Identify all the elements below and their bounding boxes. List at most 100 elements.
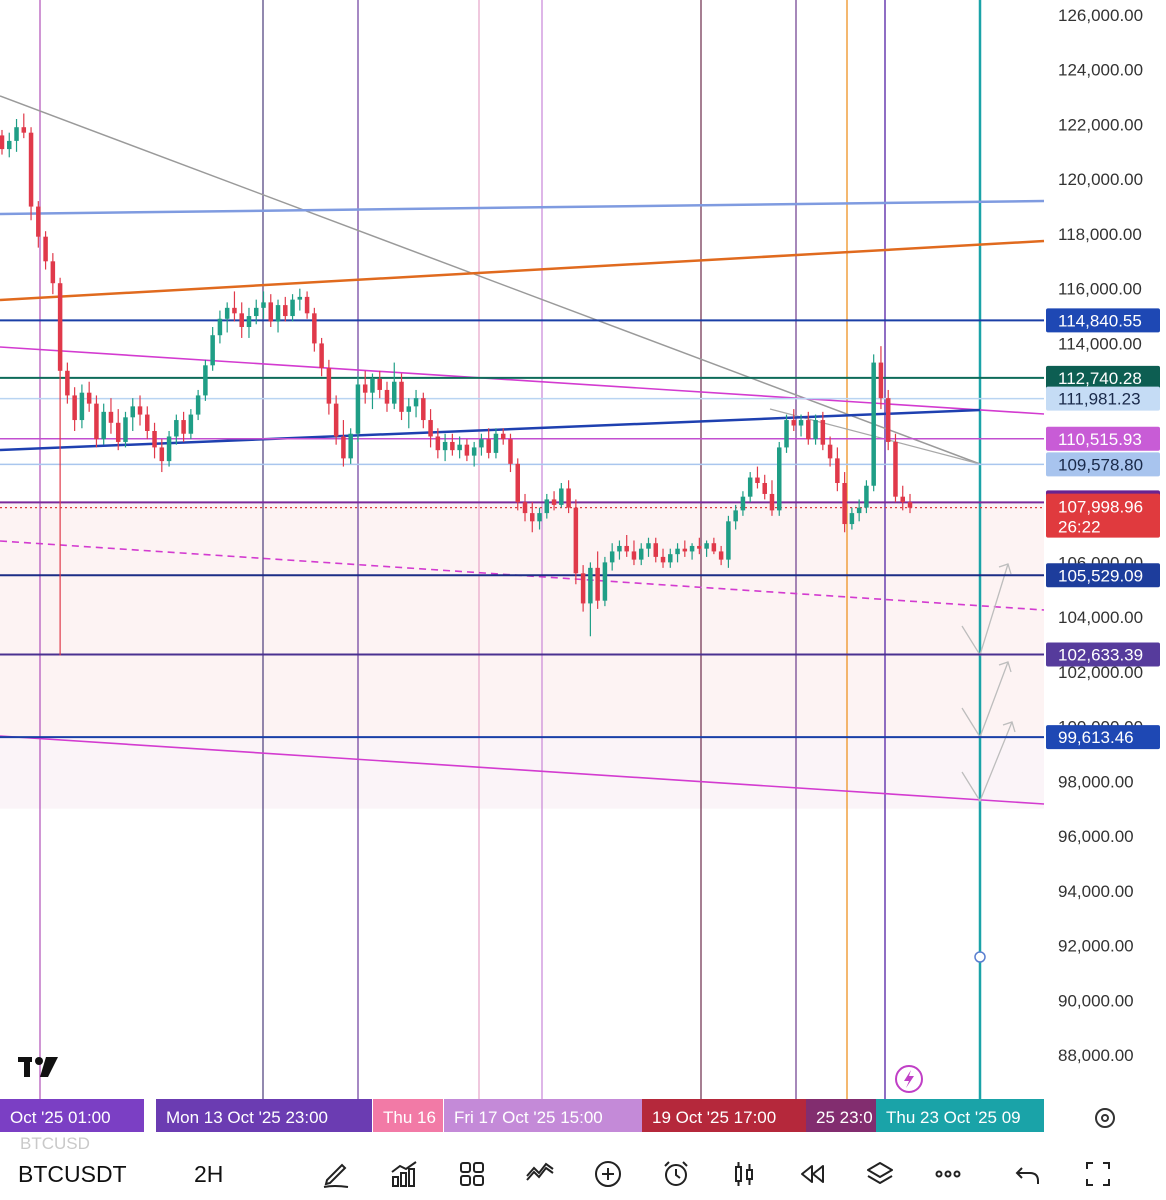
add-icon[interactable]	[590, 1156, 626, 1192]
candle-body	[675, 548, 680, 555]
candle-body	[479, 439, 484, 448]
y-tick-label: 96,000.00	[1058, 827, 1134, 846]
candle-body	[14, 127, 19, 141]
candle-body	[442, 441, 448, 451]
candle-body	[515, 463, 520, 503]
candle-body	[261, 302, 266, 308]
candle-body	[704, 543, 709, 549]
blue-trendline-top	[0, 199, 1045, 216]
indicators-icon[interactable]	[386, 1156, 422, 1192]
candle-body	[726, 521, 731, 560]
bar-style-icon[interactable]	[726, 1156, 762, 1192]
y-tick-label: 90,000.00	[1058, 991, 1134, 1010]
price-chart[interactable]: 126,000.00 124,000.00 122,000.00 120,000.00…	[0, 0, 1166, 1142]
compare-icon[interactable]	[522, 1156, 558, 1192]
candle-body	[682, 548, 688, 552]
time-label-bg	[0, 1099, 144, 1132]
candle-body	[530, 513, 535, 522]
candle-body	[820, 420, 826, 445]
countdown-label: 26:22	[1058, 518, 1101, 537]
candle-body	[595, 567, 600, 601]
y-tick-label: 118,000.00	[1058, 225, 1142, 244]
y-tick-label: 92,000.00	[1058, 937, 1134, 956]
candle-body	[130, 406, 136, 418]
flash-icon	[895, 1065, 923, 1093]
candle-body	[493, 433, 499, 453]
symbol-label[interactable]: BTCUSDT	[18, 1161, 127, 1187]
candle-body	[450, 441, 455, 451]
candle-body	[275, 305, 281, 322]
projection-arrow-head	[1002, 721, 1016, 733]
brush-icon[interactable]	[318, 1156, 354, 1192]
y-tick-label: 114,000.00	[1058, 334, 1142, 353]
time-label-bg	[806, 1099, 876, 1132]
candle-body	[123, 417, 128, 442]
y-tick-label: 126,000.00	[1058, 6, 1143, 25]
price-tag	[1046, 563, 1160, 588]
y-tick-label: 102,000.00	[1058, 663, 1143, 682]
candle-body	[145, 414, 150, 431]
candle-body	[101, 411, 106, 440]
candle-body	[319, 343, 324, 369]
candle-body	[697, 545, 702, 549]
y-tick-label: 116,000.00	[1058, 280, 1142, 299]
candle-body	[551, 499, 557, 505]
candle-body	[624, 545, 629, 552]
candle-body	[711, 543, 717, 552]
candle-body	[646, 543, 651, 549]
candle-body	[421, 398, 426, 421]
candle-body	[464, 444, 470, 456]
alert-icon[interactable]	[658, 1156, 694, 1192]
candle-body	[0, 135, 5, 150]
candle-body	[406, 406, 412, 412]
time-axis: Oct '25 01:00 Mon 13 Oct '25 23:00 Thu 16 F…	[0, 1099, 1044, 1132]
candle-body	[217, 318, 223, 336]
anchor-point	[974, 951, 986, 963]
price-tag	[1046, 725, 1160, 750]
candle-body	[864, 485, 869, 508]
candle-body	[871, 362, 876, 486]
flash-bolt	[904, 1070, 914, 1088]
time-label: Thu 23 Oct '25 09	[886, 1108, 1021, 1127]
price-tag-label: 99,613.46	[1058, 728, 1134, 747]
candle-body	[471, 447, 477, 456]
candle-body	[806, 420, 811, 440]
candle-body	[740, 496, 746, 511]
candle-body	[660, 556, 666, 563]
candle-body	[566, 488, 571, 508]
candle-body	[50, 261, 56, 284]
layout-icon[interactable]	[454, 1156, 490, 1192]
price-tags: 114,840.55 112,740.28 111,981.23 110,515.93…	[1046, 308, 1160, 750]
candle-body	[72, 395, 77, 421]
price-tag	[1046, 642, 1160, 667]
candle-body	[559, 488, 564, 505]
candle-body	[835, 458, 840, 483]
layers-icon[interactable]	[862, 1156, 898, 1192]
candle-body	[21, 127, 27, 133]
more-icon[interactable]	[930, 1156, 966, 1192]
interval-label[interactable]: 2H	[194, 1161, 224, 1187]
candle-body	[457, 444, 462, 451]
replay-icon[interactable]	[794, 1156, 830, 1192]
candle-body	[791, 420, 797, 426]
settings-icon	[1095, 1108, 1115, 1128]
undo-icon[interactable]	[1010, 1156, 1046, 1192]
candle-body	[159, 447, 165, 462]
candle-body	[341, 436, 346, 459]
candle-body	[842, 483, 847, 525]
candle-body	[333, 403, 339, 437]
time-label: Fri 17 Oct '25 15:00	[454, 1108, 603, 1127]
candle-body	[188, 414, 194, 434]
symbol-ghost-label: BTCUSD	[20, 1134, 90, 1153]
last-price-tag	[1046, 493, 1160, 538]
candle-body	[885, 398, 891, 442]
y-tick-label: 120,000.00	[1058, 170, 1143, 189]
candle-body	[798, 420, 804, 426]
candle-body	[413, 398, 419, 407]
price-tag-label: 109,578.80	[1058, 455, 1143, 474]
shaded-zone	[0, 502, 1044, 738]
fullscreen-icon[interactable]	[1080, 1156, 1116, 1192]
candle-body	[290, 299, 295, 317]
candle-body	[878, 362, 884, 399]
candle-body	[653, 543, 659, 557]
